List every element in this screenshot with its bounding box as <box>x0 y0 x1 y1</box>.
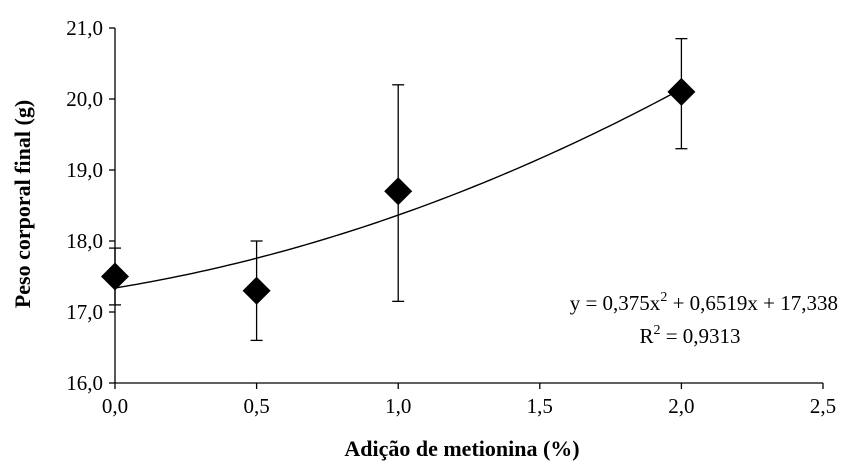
r2-suffix: = 0,9313 <box>660 324 740 348</box>
y-tick-label: 18,0 <box>66 229 103 253</box>
y-axis-title: Peso corporal final (g) <box>10 100 35 308</box>
x-tick-label: 0,0 <box>102 394 128 418</box>
x-tick-label: 2,5 <box>810 394 836 418</box>
data-point-diamond <box>101 262 129 291</box>
y-tick-label: 21,0 <box>66 16 103 40</box>
data-point-diamond <box>667 77 696 106</box>
equation-suffix: + 0,6519x + 17,338 <box>667 291 838 315</box>
y-tick-label: 20,0 <box>66 87 103 111</box>
equation-prefix: y = 0,375x <box>570 291 661 315</box>
y-axis-ticks: 16,0 17,0 18,0 19,0 20,0 21,0 <box>66 16 115 395</box>
x-axis-ticks: 0,0 0,5 1,0 1,5 2,0 2,5 <box>102 383 836 418</box>
r2-exponent: 2 <box>653 323 660 338</box>
x-tick-label: 1,0 <box>385 394 411 418</box>
r-squared-label: R2 = 0,9313 <box>639 323 740 348</box>
x-tick-label: 2,0 <box>668 394 694 418</box>
y-tick-label: 17,0 <box>66 300 103 324</box>
y-tick-label: 19,0 <box>66 158 103 182</box>
data-point-diamond <box>384 177 413 206</box>
equation-exponent: 2 <box>660 290 667 305</box>
x-axis-title: Adição de metionina (%) <box>344 436 579 461</box>
x-tick-label: 0,5 <box>243 394 269 418</box>
data-points <box>101 38 696 342</box>
data-point-diamond <box>242 276 271 305</box>
x-tick-label: 1,5 <box>527 394 553 418</box>
r2-prefix: R <box>639 324 653 348</box>
y-tick-label: 16,0 <box>66 371 103 395</box>
trendline-equation: y = 0,375x2 + 0,6519x + 17,338 <box>570 290 838 315</box>
